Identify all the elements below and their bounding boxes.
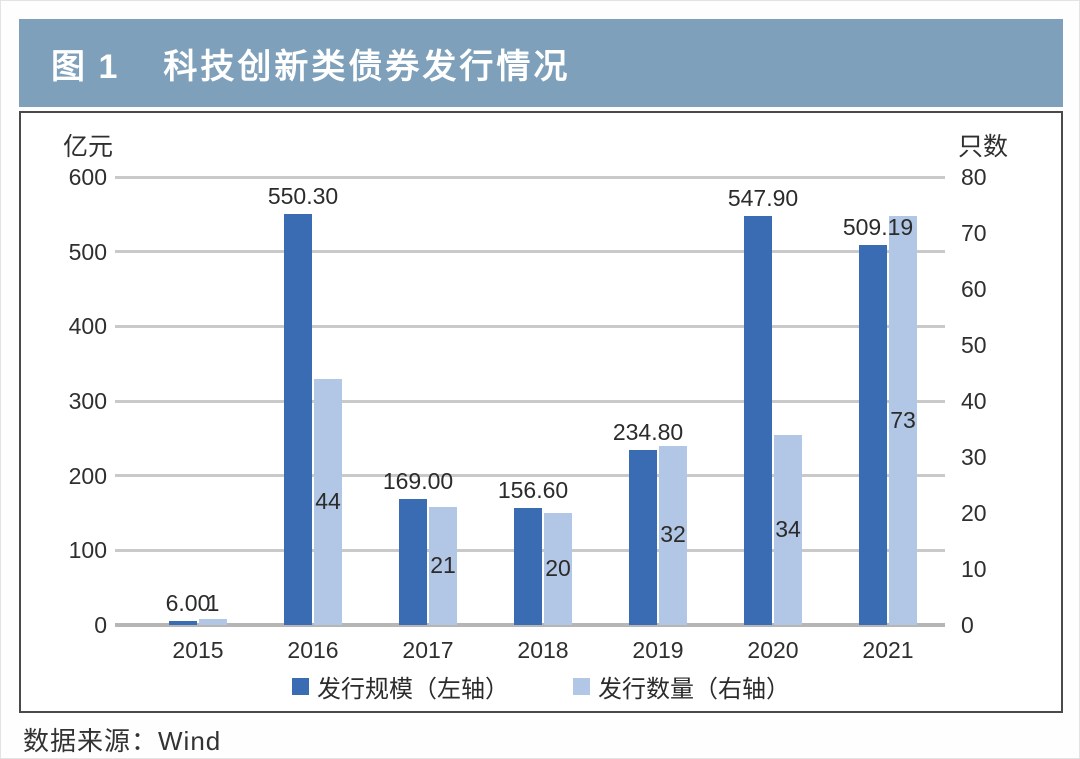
right-axis-tick-30: 30 — [961, 444, 987, 470]
x-axis-label-2018: 2018 — [517, 637, 569, 663]
legend-label-count: 发行数量（右轴） — [598, 676, 790, 703]
x-axis-label-2021: 2021 — [862, 637, 914, 663]
left-axis-tick-0: 0 — [94, 612, 107, 638]
bar-issuance-count-2021 — [889, 216, 917, 625]
legend-item-scale: 发行规模（左轴） — [292, 669, 509, 704]
right-axis-tick-40: 40 — [961, 388, 987, 414]
left-axis-tick-400: 400 — [68, 313, 107, 340]
count-value-label-2021: 73 — [890, 406, 916, 433]
bar-issuance-scale-2018 — [514, 508, 542, 625]
right-axis-tick-70: 70 — [961, 220, 987, 246]
legend-swatch-scale-icon — [292, 678, 309, 695]
gridline-500 — [115, 250, 945, 254]
gridline-0 — [115, 623, 945, 627]
right-axis-tick-60: 60 — [961, 276, 987, 302]
figure-title: 科技创新类债券发行情况 — [163, 47, 571, 86]
plot-area: 6.00 1 550.30 44 169.00 21 156.60 20 234.80 32 547… — [115, 175, 945, 627]
x-axis-label-2020: 2020 — [747, 637, 799, 663]
x-axis-label-2015: 2015 — [172, 637, 224, 663]
bar-issuance-scale-2020 — [744, 215, 772, 625]
x-axis-label-2016: 2016 — [287, 637, 339, 663]
bar-issuance-count-2018 — [544, 513, 572, 625]
scale-value-label-2017: 169.00 — [382, 467, 454, 494]
count-value-label-2016: 44 — [315, 487, 341, 514]
bar-issuance-scale-2017 — [399, 498, 427, 625]
left-axis-tick-300: 300 — [68, 388, 107, 414]
scale-value-label-2019: 234.80 — [612, 418, 684, 445]
scale-value-label-2020: 547.90 — [727, 184, 799, 211]
count-value-label-2018: 20 — [545, 555, 571, 581]
bar-issuance-scale-2019 — [629, 449, 657, 625]
right-axis-tick-0: 0 — [961, 612, 974, 638]
gridline-400 — [115, 324, 945, 328]
legend-item-count: 发行数量（右轴） — [573, 669, 790, 704]
count-value-label-2017: 21 — [430, 552, 456, 579]
gridline-600 — [115, 175, 945, 179]
bar-issuance-count-2019 — [659, 445, 687, 625]
bar-issuance-scale-2016 — [284, 214, 312, 625]
figure-number: 图 1 — [51, 47, 120, 86]
count-value-label-2020: 34 — [775, 515, 801, 542]
count-value-label-2015: 1 — [206, 590, 220, 617]
figure-header: 图 1 科技创新类债券发行情况 — [19, 19, 1063, 107]
legend-label-scale: 发行规模（左轴） — [317, 676, 509, 703]
left-axis-tick-200: 200 — [68, 462, 107, 489]
left-axis-tick-100: 100 — [68, 537, 107, 564]
right-axis-tick-80: 80 — [961, 164, 987, 190]
left-axis-unit: 亿元 — [63, 133, 114, 161]
left-axis-tick-500: 500 — [68, 238, 107, 265]
chart-container: 亿元 只数 6.00 1 550.30 44 169.00 21 156.60 20 234.8… — [19, 111, 1063, 713]
right-axis-tick-50: 50 — [961, 332, 987, 358]
chart-legend: 发行规模（左轴） 发行数量（右轴） — [21, 669, 1061, 704]
gridline-200 — [115, 474, 945, 478]
right-axis-unit: 只数 — [958, 133, 1009, 161]
bar-issuance-scale-2021 — [859, 244, 887, 625]
scale-value-label-2021: 509.19 — [842, 213, 914, 240]
right-axis-tick-20: 20 — [961, 500, 987, 526]
bar-issuance-count-2016 — [314, 378, 342, 625]
scale-value-label-2016: 550.30 — [267, 183, 339, 210]
bar-issuance-count-2020 — [774, 434, 802, 625]
legend-swatch-count-icon — [573, 678, 590, 695]
scale-value-label-2018: 156.60 — [497, 477, 569, 504]
scale-value-label-2015: 6.00 — [165, 589, 211, 616]
gridline-300 — [115, 399, 945, 403]
bar-issuance-count-2015 — [199, 619, 227, 625]
left-axis-tick-600: 600 — [68, 164, 107, 190]
x-axis-label-2019: 2019 — [632, 637, 684, 663]
data-source: 数据来源：Wind — [23, 726, 222, 756]
bar-issuance-scale-2015 — [169, 620, 197, 625]
x-axis-label-2017: 2017 — [402, 637, 454, 663]
count-value-label-2019: 32 — [660, 521, 686, 548]
right-axis-tick-10: 10 — [961, 556, 987, 582]
bar-issuance-count-2017 — [429, 507, 457, 625]
